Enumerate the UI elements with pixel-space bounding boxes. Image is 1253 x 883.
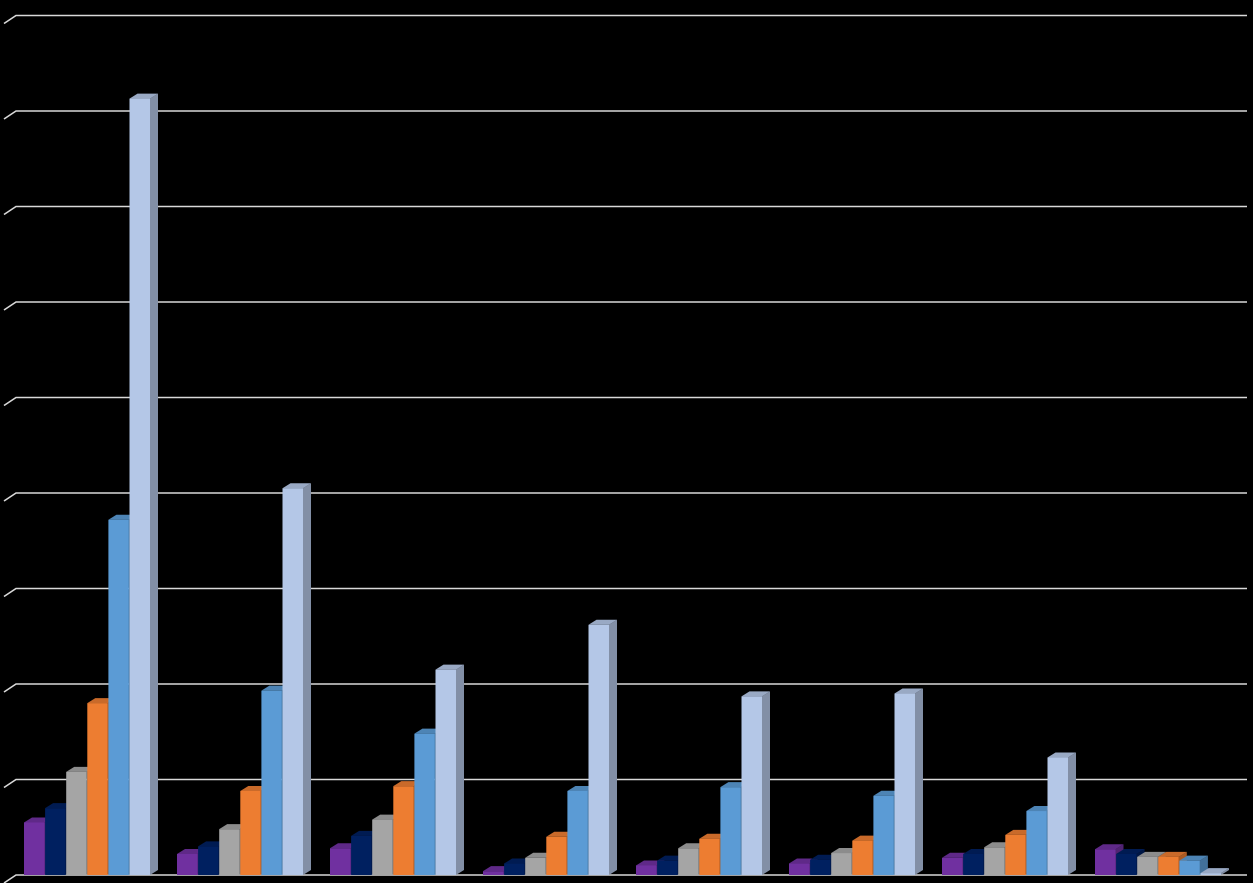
- bar-front: [330, 848, 351, 875]
- bar-front: [372, 819, 393, 875]
- bar: [1047, 752, 1076, 875]
- bar-top: [588, 619, 617, 625]
- gridlines: [3, 14, 1247, 883]
- bar-front: [1158, 856, 1179, 875]
- bar-side: [150, 93, 158, 875]
- bar-front: [87, 703, 108, 875]
- bar-side: [1068, 752, 1076, 875]
- bar-top: [1116, 848, 1145, 854]
- bar-front: [198, 846, 219, 875]
- bar-front: [1095, 849, 1116, 875]
- bar-front: [699, 838, 720, 875]
- bar-front: [393, 786, 414, 875]
- bar: [435, 664, 464, 875]
- bar-front: [588, 624, 609, 875]
- bar-top: [1137, 851, 1166, 857]
- bar-front: [741, 696, 762, 875]
- gridline: [3, 587, 1247, 598]
- gridline: [3, 301, 1247, 311]
- bars: [24, 93, 1229, 875]
- bar-front: [546, 836, 567, 875]
- gridline: [3, 110, 1247, 120]
- bar-side: [609, 619, 617, 875]
- bar: [741, 691, 770, 875]
- bar-front: [873, 795, 894, 875]
- bar-front: [435, 669, 456, 875]
- bar-side: [915, 688, 923, 875]
- bar-front: [177, 853, 198, 875]
- bar-front: [282, 488, 303, 875]
- bar-side: [1221, 868, 1229, 875]
- bar-front: [963, 853, 984, 875]
- bar-front: [66, 771, 87, 875]
- bar-front: [852, 840, 873, 875]
- bar: [282, 483, 311, 875]
- bar-front: [240, 790, 261, 875]
- bar: [1200, 868, 1229, 875]
- bar-front: [414, 733, 435, 875]
- gridline: [3, 874, 1247, 883]
- bar: [894, 688, 923, 875]
- bar-front: [720, 787, 741, 875]
- bar-front: [831, 853, 852, 875]
- bar-front: [567, 790, 588, 875]
- gridline: [3, 396, 1247, 407]
- bar-front: [942, 857, 963, 875]
- bar-top: [1095, 844, 1124, 850]
- bar-front: [1137, 856, 1158, 875]
- bar: [588, 619, 617, 875]
- bar-front: [108, 519, 129, 875]
- bar-front: [504, 863, 525, 875]
- bar-front: [894, 693, 915, 875]
- bar-top: [894, 688, 923, 694]
- bar-front: [678, 848, 699, 875]
- bar-top: [741, 691, 770, 697]
- bar-top: [1047, 752, 1076, 758]
- bar-top: [1200, 868, 1229, 874]
- bar-front: [129, 98, 150, 875]
- gridline: [3, 492, 1247, 502]
- bar-front: [1005, 834, 1026, 875]
- bar-front: [1200, 873, 1221, 875]
- bar-front: [1047, 757, 1068, 875]
- bar-front: [525, 857, 546, 875]
- bar-front: [24, 822, 45, 875]
- bar-top: [129, 93, 158, 99]
- bar-front: [219, 829, 240, 875]
- bar-top: [1179, 855, 1208, 861]
- bar-top: [1158, 851, 1187, 857]
- bar-top: [435, 664, 464, 670]
- bar-front: [657, 860, 678, 875]
- bar-front: [1026, 811, 1047, 875]
- gridline: [3, 205, 1247, 216]
- bar: [129, 93, 158, 875]
- bar-front: [45, 808, 66, 875]
- bar-side: [303, 483, 311, 875]
- gridline: [3, 778, 1247, 789]
- bar-front: [636, 865, 657, 875]
- bar-front: [1179, 860, 1200, 875]
- bar-front: [261, 690, 282, 875]
- bar-front: [984, 847, 1005, 875]
- gridline: [3, 14, 1247, 25]
- bar-front: [789, 863, 810, 875]
- gridline: [3, 683, 1247, 693]
- bar-side: [456, 664, 464, 875]
- bar-side: [762, 691, 770, 875]
- bar-front: [810, 859, 831, 875]
- bar: [1179, 855, 1208, 875]
- bar-front: [351, 835, 372, 875]
- bar-front: [1116, 853, 1137, 875]
- bar-front: [483, 871, 504, 875]
- bar-top: [282, 483, 311, 489]
